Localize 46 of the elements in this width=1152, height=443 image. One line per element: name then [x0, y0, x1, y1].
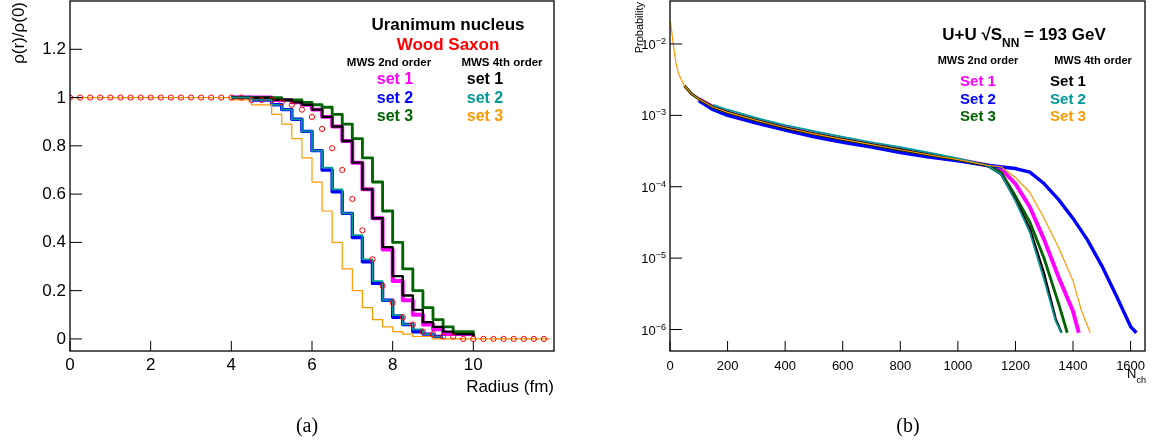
x-tick-label: 10 [463, 355, 483, 374]
y-tick-label: 10$^{−3}$ [641, 107, 666, 124]
text: (a) [295, 414, 319, 437]
text: Set 3 [1050, 107, 1086, 124]
x-axis-title: Radius (fm) [466, 377, 554, 396]
y-tick-label: 0 [56, 328, 66, 348]
annotation: MWS 2nd order [937, 54, 1020, 66]
x-tick-label: 800 [889, 358, 912, 373]
y-tick-label: 0.2 [42, 280, 66, 300]
text: U+U √S$_{NN}$ = 193 GeV [942, 25, 1107, 50]
x-tick-label: 400 [774, 358, 796, 373]
text: Set 2 [1050, 90, 1086, 107]
text: set 1 [376, 70, 414, 87]
text: Uranimum nucleus [371, 15, 525, 34]
annotation: MWS 2nd order [346, 56, 432, 68]
text: Set 1 [1050, 72, 1086, 89]
y-tick-label: 10$^{−4}$ [641, 178, 666, 195]
x-tick-label: 200 [716, 358, 739, 373]
text: set 2 [376, 89, 414, 106]
x-tick-label: 1000 [943, 358, 973, 373]
text: set 3 [466, 107, 504, 124]
text: Set 3 [960, 107, 996, 124]
x-tick-label: 8 [387, 355, 398, 374]
y-tick-label: 10$^{−6}$ [641, 321, 666, 338]
text: Set 2 [960, 90, 996, 107]
y-tick-label: 10$^{−5}$ [641, 250, 666, 267]
text: (b) [896, 414, 920, 437]
x-tick-label: 1200 [1000, 358, 1030, 373]
x-tick-label: 600 [831, 358, 854, 373]
y-tick-label: 1.2 [42, 39, 66, 59]
y-tick-label: 1 [56, 87, 66, 107]
text: Wood Saxon [396, 35, 500, 54]
text: set 1 [466, 70, 504, 87]
y-axis-title: ρ(r)/ρ(0) [9, 2, 28, 64]
y-tick-label: 0.6 [42, 184, 66, 204]
annotation: MWS 4th order [461, 56, 544, 68]
text: Set 1 [960, 72, 996, 89]
y-tick-label: 0.8 [42, 135, 66, 155]
series-label: set 3 [376, 107, 414, 124]
x-tick-label: 4 [226, 355, 237, 374]
annotation: MWS 4th order [1054, 54, 1133, 66]
text: set 2 [466, 89, 504, 106]
y-tick-label: 0.4 [42, 232, 66, 252]
x-tick-label: 1400 [1058, 358, 1088, 373]
x-tick-label: 2 [145, 355, 156, 374]
x-tick-label: 6 [307, 355, 317, 374]
